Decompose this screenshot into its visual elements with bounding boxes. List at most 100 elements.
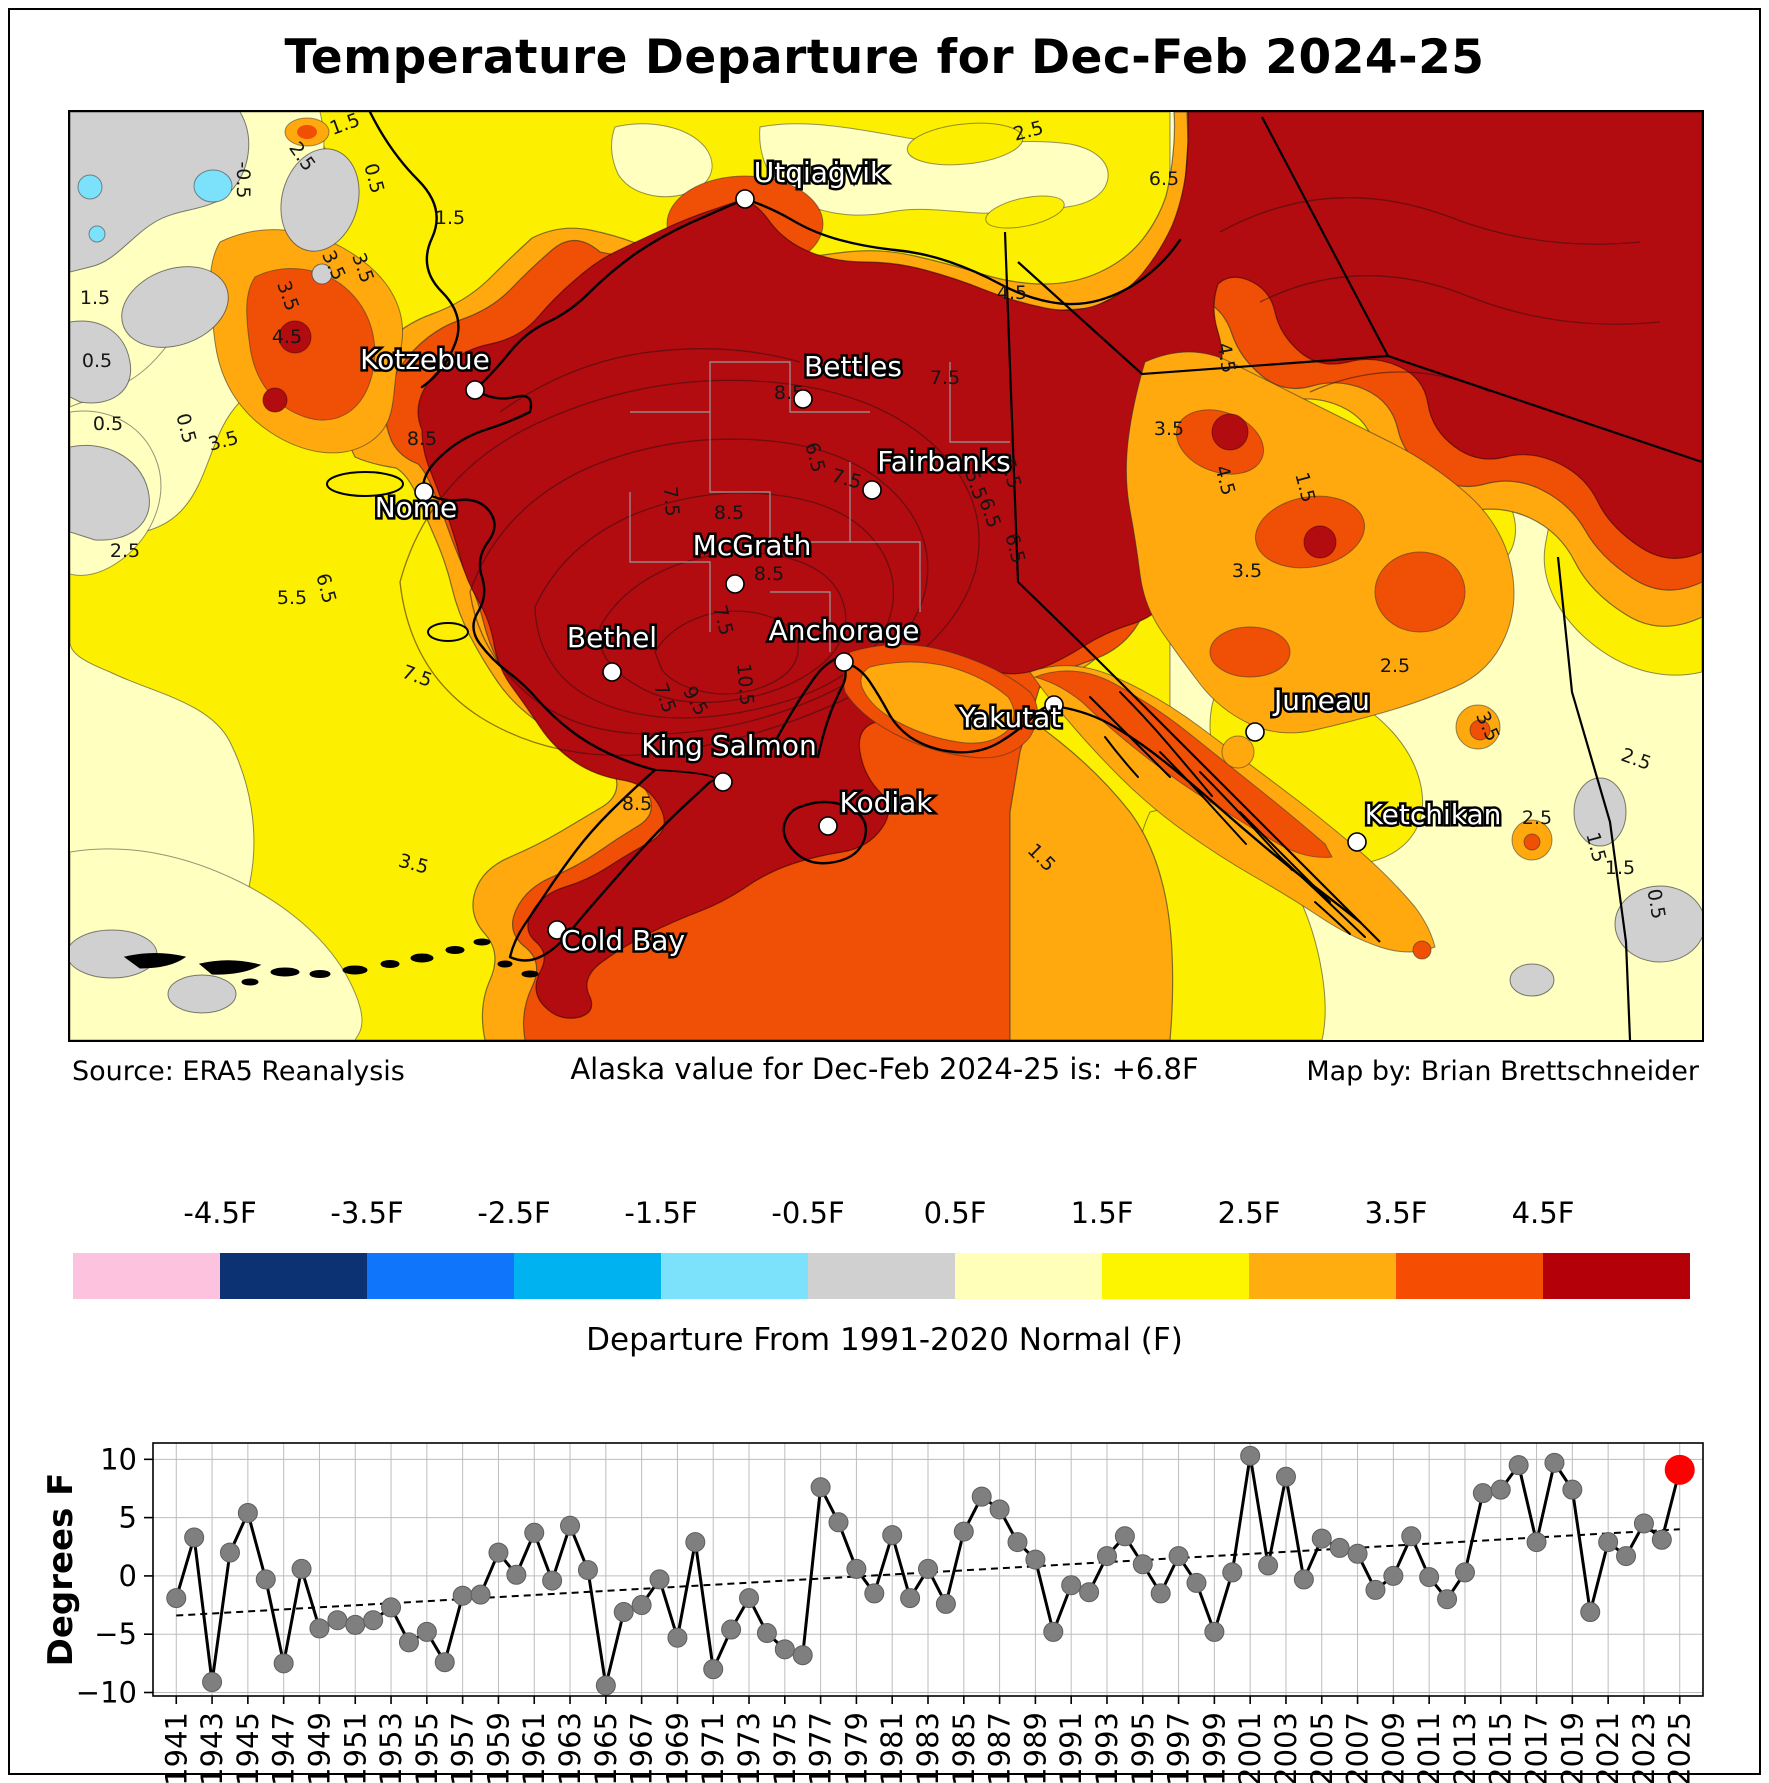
contour-label: 6.5: [1149, 168, 1179, 190]
contour-label: 0.5: [82, 350, 112, 372]
svg-text:2013: 2013: [1448, 1712, 1482, 1783]
axis-labels: 1941 1943 1945 1947 1949 1951 1953 1955 1957 1959…: [76, 1442, 1697, 1783]
colorbar-tick-label: -0.5F: [771, 1196, 845, 1230]
svg-text:1983: 1983: [911, 1712, 945, 1783]
cyan-spots: [77, 169, 233, 243]
city-dot: [725, 574, 745, 594]
contour-label: 3.5: [1154, 418, 1184, 440]
svg-text:1979: 1979: [839, 1712, 873, 1783]
city-marker: King Salmon: [639, 727, 819, 792]
colorbar-segment: [1102, 1253, 1249, 1299]
svg-text:2011: 2011: [1412, 1712, 1446, 1783]
city-label: Cold Bay: [561, 924, 685, 957]
contour-label: 5.5: [277, 587, 307, 609]
city-dot: [465, 380, 485, 400]
contour-label: 7.5: [930, 367, 960, 389]
contour-label: 2.5: [1380, 655, 1410, 677]
svg-text:0: 0: [119, 1559, 137, 1593]
colorbar-tick-label: -2.5F: [477, 1196, 551, 1230]
svg-text:2021: 2021: [1591, 1712, 1625, 1783]
city-dot: [1347, 832, 1367, 852]
svg-text:1977: 1977: [804, 1712, 838, 1783]
svg-text:2001: 2001: [1233, 1712, 1267, 1783]
contour-label: 4.5: [997, 282, 1027, 304]
contour-label: 1.5: [1605, 857, 1635, 879]
svg-text:1993: 1993: [1090, 1712, 1124, 1783]
colorbar-tick-label: 2.5F: [1217, 1196, 1281, 1230]
chukotka-stack: [209, 117, 404, 454]
contour-label: 7.5: [659, 485, 684, 517]
colorbar-segment: [955, 1253, 1102, 1299]
colorbar-tick-label: 4.5F: [1511, 1196, 1575, 1230]
svg-text:2005: 2005: [1305, 1712, 1339, 1783]
svg-text:1981: 1981: [875, 1712, 909, 1783]
svg-text:1991: 1991: [1054, 1712, 1088, 1783]
city-label: Utqiaġvik: [754, 156, 887, 189]
svg-text:2025: 2025: [1663, 1712, 1697, 1783]
svg-text:1965: 1965: [589, 1712, 623, 1783]
city-dot: [818, 816, 838, 836]
city-label: Fairbanks: [877, 445, 1010, 478]
inner-contours: [399, 197, 1661, 757]
aleutian-islands: [123, 938, 539, 986]
city-dot: [414, 482, 434, 502]
colorbar-segment: [220, 1253, 367, 1299]
svg-text:1941: 1941: [159, 1712, 193, 1783]
svg-text:−10: −10: [76, 1676, 137, 1710]
svg-text:1999: 1999: [1197, 1712, 1231, 1783]
city-label: Yakutat: [958, 701, 1062, 734]
colorbar-tick-labels: -4.5F -3.5F -2.5F -1.5F -0.5F 0.5F 1.5F 2.5F 3.5…: [73, 1196, 1690, 1232]
city-label: Kotzebue: [360, 343, 490, 376]
city-marker: Ketchikan: [1347, 796, 1504, 852]
svg-text:1949: 1949: [302, 1712, 336, 1783]
colorbar-segment: [1249, 1253, 1396, 1299]
source-note: Source: ERA5 Reanalysis: [72, 1056, 405, 1087]
svg-text:1953: 1953: [374, 1712, 408, 1783]
borough-borders: [629, 361, 1010, 652]
contour-labels: 1.52.50.5-0.51.53.53.53.54.51.50.50.5 0.5…: [80, 112, 1669, 921]
city-marker: Fairbanks: [862, 443, 1013, 500]
axis-ticks: [144, 1458, 1681, 1704]
page-title: Temperature Departure for Dec-Feb 2024-2…: [284, 30, 1485, 85]
city-label: Juneau: [1272, 684, 1370, 717]
city-label: Bethel: [567, 621, 657, 654]
city-label: Kodiak: [839, 786, 933, 819]
city-marker: Kodiak: [818, 784, 936, 836]
svg-text:1959: 1959: [481, 1712, 515, 1783]
city-marker: Anchorage: [766, 612, 922, 672]
contour-label: 8.5: [622, 793, 652, 815]
colorbar-segment: [1396, 1253, 1543, 1299]
city-marker: Juneau: [1245, 682, 1372, 742]
svg-text:1995: 1995: [1126, 1712, 1160, 1783]
trend-line: [176, 1528, 1680, 1617]
svg-text:1967: 1967: [625, 1712, 659, 1783]
contour-label: 8.5: [754, 563, 784, 585]
contour-label: 2.5: [1522, 807, 1552, 829]
contour-label: 10.5: [732, 662, 758, 706]
contour-label: 2.5: [110, 540, 140, 562]
city-label: Ketchikan: [1365, 798, 1502, 831]
contour-label: 0.5: [1642, 887, 1669, 921]
colorbar-segment: [1543, 1253, 1690, 1299]
city-dot: [547, 920, 567, 940]
colorbar-segment: [367, 1253, 514, 1299]
svg-text:1987: 1987: [983, 1712, 1017, 1783]
svg-text:1945: 1945: [231, 1712, 265, 1783]
city-label: Anchorage: [769, 614, 920, 647]
svg-text:2015: 2015: [1484, 1712, 1518, 1783]
svg-text:1969: 1969: [660, 1712, 694, 1783]
svg-text:−5: −5: [94, 1617, 137, 1651]
contour-label: 0.5: [93, 413, 123, 435]
city-marker: Yakutat: [955, 695, 1064, 737]
map-canvas: 1.52.50.5-0.51.53.53.53.54.51.50.50.5 0.5…: [70, 112, 1702, 1040]
svg-text:1985: 1985: [947, 1712, 981, 1783]
border-lines: [1003, 116, 1702, 1040]
svg-text:5: 5: [119, 1501, 137, 1535]
svg-text:1997: 1997: [1162, 1712, 1196, 1783]
contour-label: 1.5: [80, 287, 110, 309]
contour-label: 3.5: [1232, 560, 1262, 582]
svg-text:2007: 2007: [1341, 1712, 1375, 1783]
svg-text:1961: 1961: [517, 1712, 551, 1783]
contour-label: 4.5: [1212, 341, 1239, 375]
